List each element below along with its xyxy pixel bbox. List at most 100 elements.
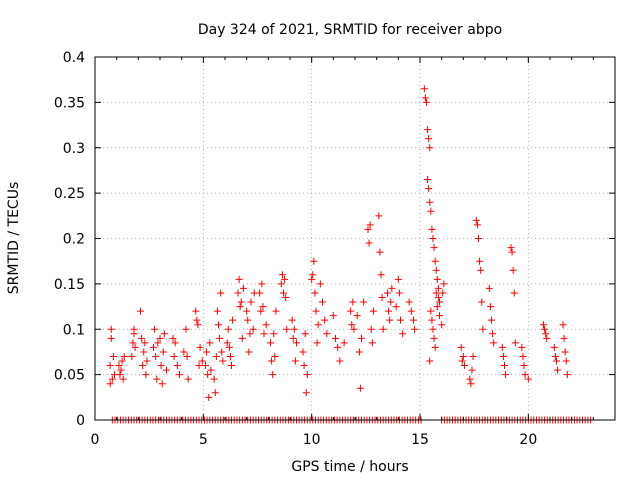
data-point xyxy=(247,298,255,306)
data-point xyxy=(334,343,342,351)
data-point xyxy=(204,371,212,379)
data-point xyxy=(554,366,562,374)
data-point xyxy=(410,316,417,324)
data-point xyxy=(106,362,114,370)
data-point xyxy=(519,352,527,360)
data-point xyxy=(217,289,225,297)
data-point xyxy=(407,307,415,315)
axis-ticks: 0 0.05 0.1 0.15 0.2 0.25 0.3 0.35 0.4 0 5 10 15 20 xyxy=(54,50,615,448)
data-point xyxy=(424,126,432,134)
data-point xyxy=(117,366,125,374)
data-point xyxy=(321,316,329,324)
data-point xyxy=(280,289,287,297)
data-point xyxy=(224,325,232,333)
data-point xyxy=(426,198,434,206)
data-point xyxy=(235,275,243,283)
y-tick-label: 0.25 xyxy=(54,186,85,202)
data-point xyxy=(511,339,519,347)
data-point xyxy=(520,362,528,370)
data-point xyxy=(379,325,387,333)
data-point xyxy=(323,330,331,338)
y-tick-label: 0.3 xyxy=(63,141,85,157)
data-point xyxy=(192,307,200,315)
data-point xyxy=(184,375,192,383)
chart-title: Day 324 of 2021, SRMTID for receiver abp… xyxy=(198,22,502,38)
data-point xyxy=(157,362,165,370)
data-point xyxy=(283,325,291,333)
data-point xyxy=(425,135,433,143)
data-point xyxy=(434,284,442,292)
data-point xyxy=(183,352,191,360)
data-point xyxy=(479,325,487,333)
data-point xyxy=(518,343,526,351)
data-point xyxy=(423,98,430,106)
x-tick-label: 0 xyxy=(91,432,100,448)
data-point xyxy=(163,366,170,374)
data-point xyxy=(237,298,245,306)
data-point xyxy=(397,316,404,324)
data-point xyxy=(206,339,214,347)
data-point xyxy=(239,284,247,292)
data-point xyxy=(340,339,348,347)
data-point xyxy=(488,316,495,324)
data-point xyxy=(281,275,289,283)
data-point xyxy=(394,275,402,283)
data-point xyxy=(499,352,507,360)
data-point xyxy=(427,307,435,315)
data-point xyxy=(366,221,374,229)
x-tick-label: 5 xyxy=(199,432,208,448)
data-point xyxy=(151,325,159,333)
data-point xyxy=(467,380,475,388)
y-tick-label: 0.15 xyxy=(54,277,85,293)
data-point xyxy=(421,94,429,102)
data-point xyxy=(211,389,219,397)
data-point xyxy=(469,352,477,360)
data-point xyxy=(429,325,437,333)
data-point xyxy=(310,257,318,265)
data-point xyxy=(360,298,368,306)
data-point xyxy=(440,280,448,288)
data-point xyxy=(109,352,117,360)
data-point xyxy=(501,362,508,370)
data-point xyxy=(431,257,439,265)
data-point xyxy=(466,375,474,383)
data-point xyxy=(118,357,126,365)
y-tick-label: 0.1 xyxy=(63,322,85,338)
data-point xyxy=(257,307,265,315)
data-point xyxy=(139,362,147,370)
data-point xyxy=(205,393,213,401)
data-point xyxy=(428,316,436,324)
data-point xyxy=(561,348,569,356)
data-point xyxy=(395,289,403,297)
data-point xyxy=(278,271,286,279)
data-point xyxy=(486,303,494,311)
data-point xyxy=(356,384,364,392)
data-point xyxy=(424,176,432,184)
data-point xyxy=(288,316,296,324)
data-point xyxy=(432,266,440,274)
data-point xyxy=(521,371,529,379)
data-point xyxy=(229,316,237,324)
data-point xyxy=(559,321,567,329)
data-point xyxy=(207,366,215,374)
data-point xyxy=(259,303,267,311)
data-point xyxy=(291,357,299,365)
data-point xyxy=(473,221,481,229)
data-point xyxy=(308,275,316,283)
data-point xyxy=(475,235,482,242)
data-point xyxy=(425,185,433,193)
data-point xyxy=(336,357,344,365)
data-point xyxy=(193,316,201,324)
data-point xyxy=(365,239,373,247)
grid-lines xyxy=(95,57,615,420)
data-point xyxy=(130,325,138,333)
data-point xyxy=(107,334,115,342)
data-point xyxy=(152,352,160,360)
data-point xyxy=(107,325,115,333)
data-point xyxy=(219,357,227,365)
data-point xyxy=(289,334,297,342)
data-point xyxy=(267,339,274,347)
data-point xyxy=(236,303,244,311)
data-point xyxy=(411,325,419,333)
data-point xyxy=(142,371,150,379)
